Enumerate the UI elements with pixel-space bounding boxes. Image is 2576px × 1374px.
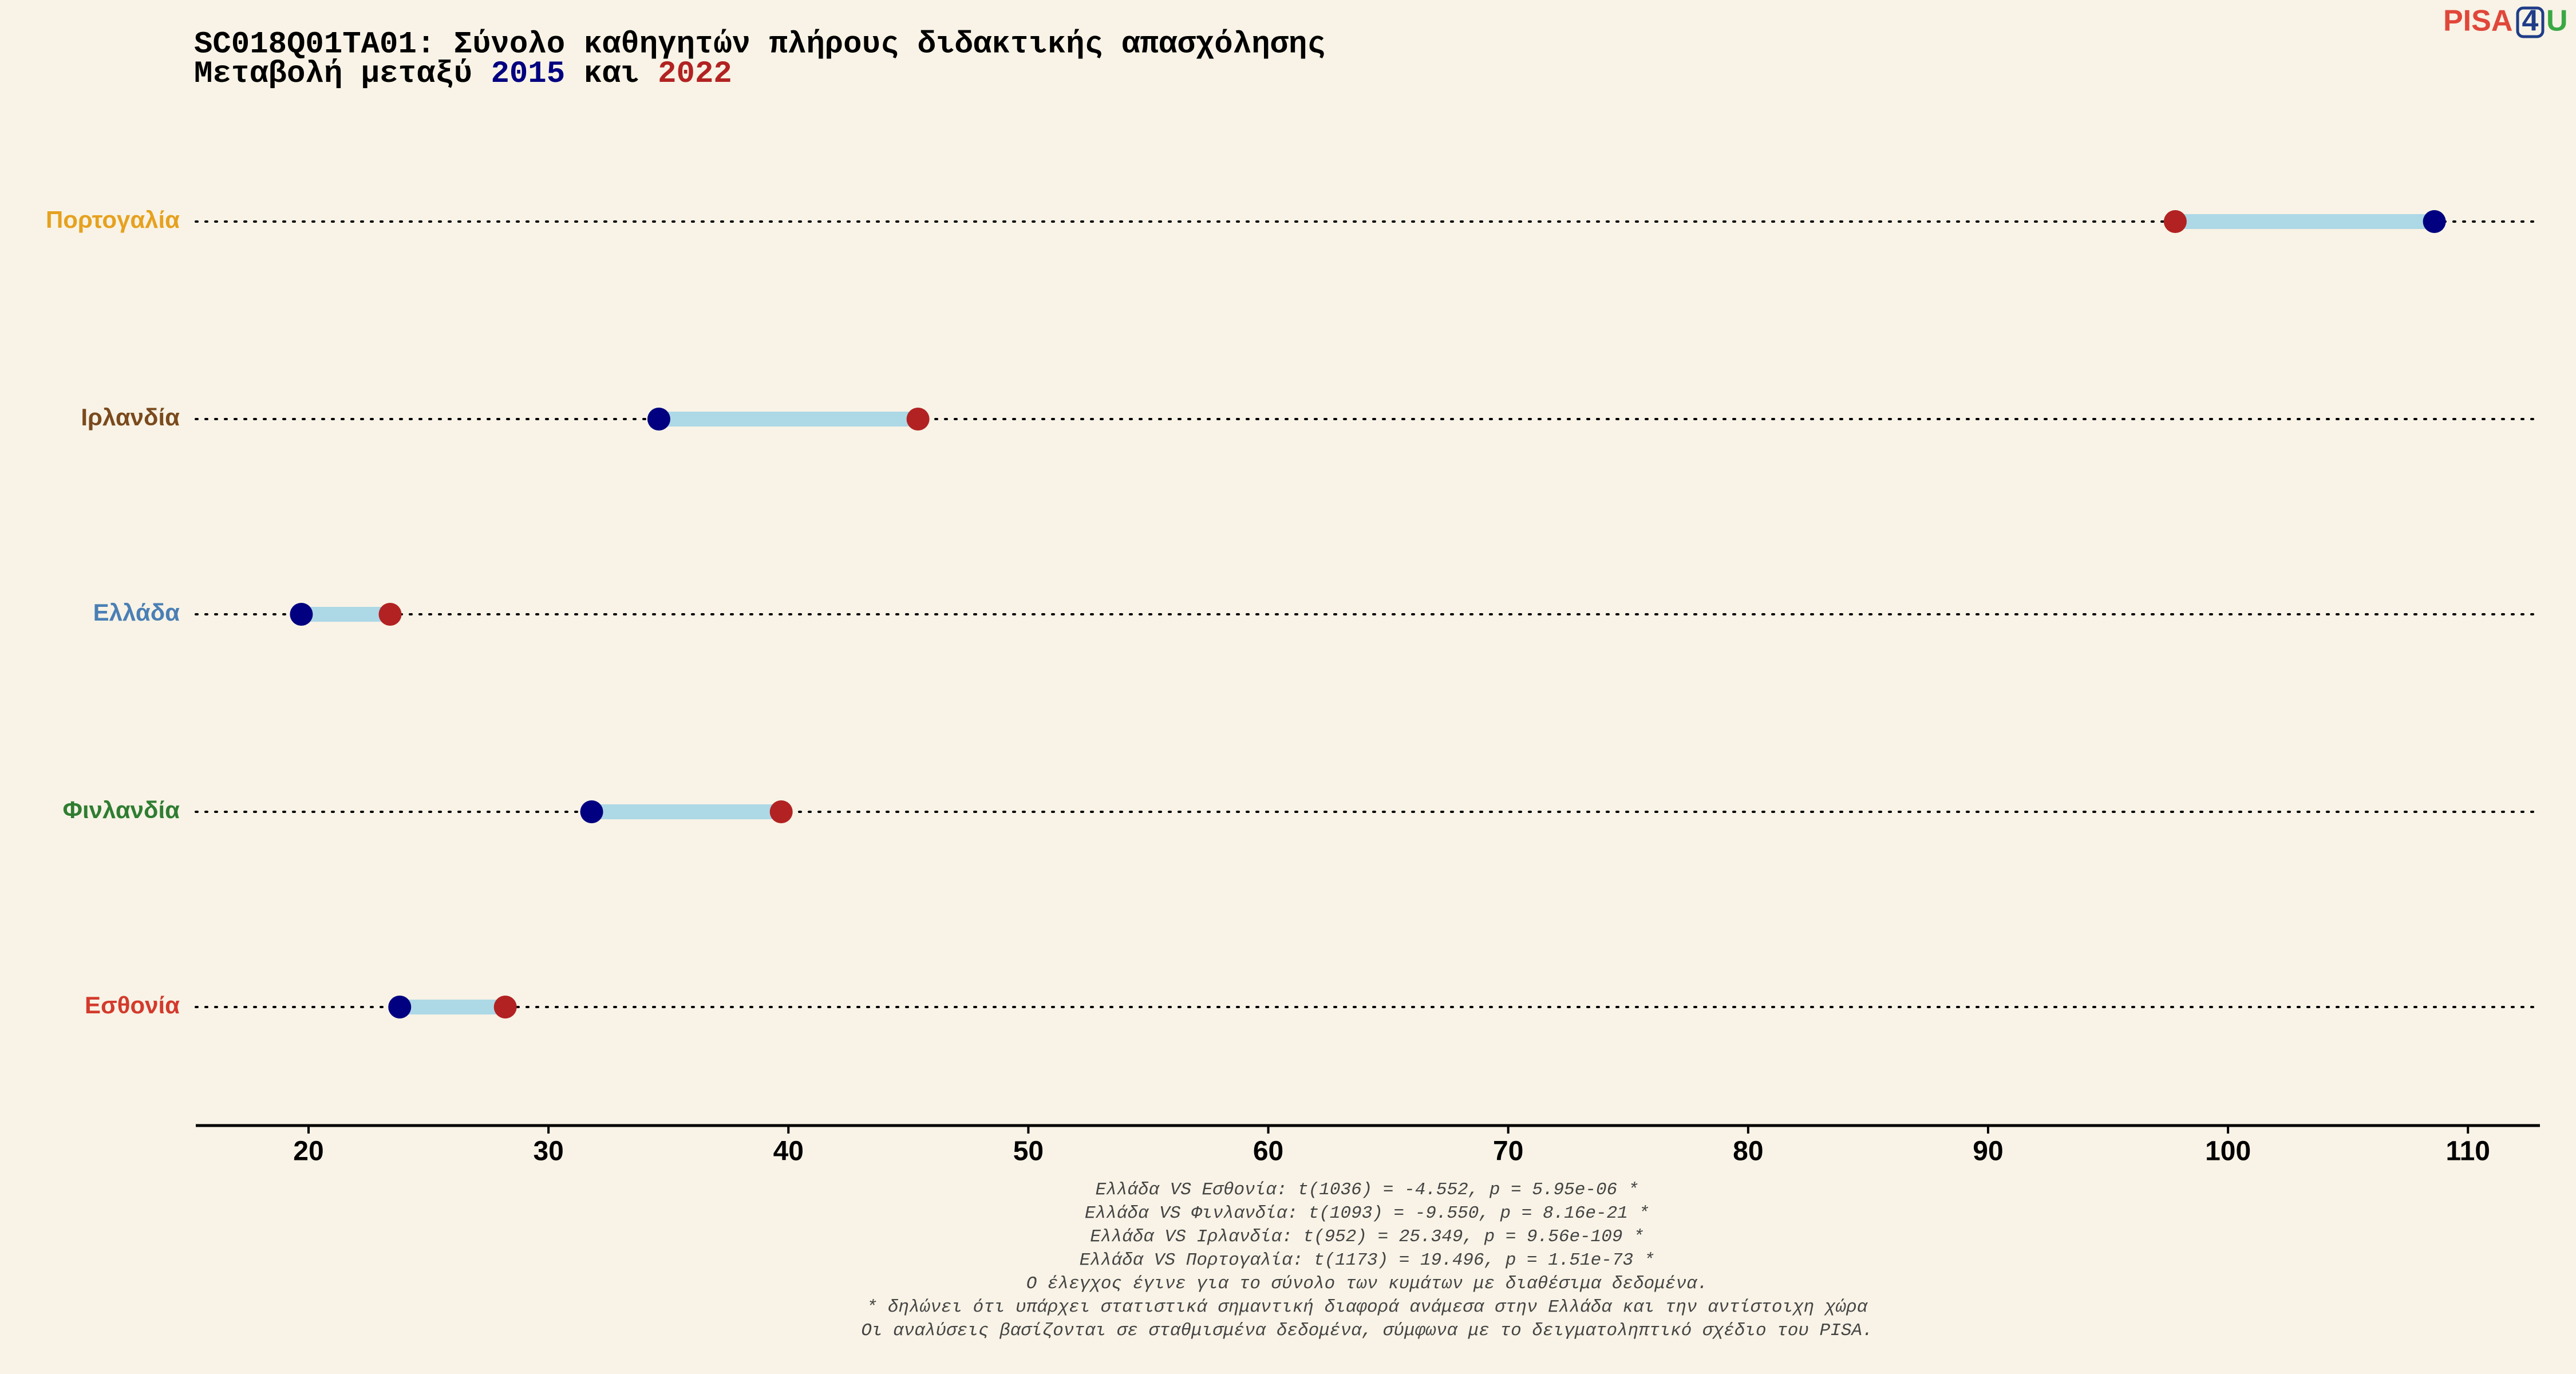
- x-tick-label: 60: [1253, 1136, 1283, 1167]
- y-tick-label: Φινλανδία: [63, 796, 180, 823]
- footnote: Ελλάδα VS Φινλανδία: t(1093) = -9.550, p…: [1085, 1203, 1649, 1223]
- dot: [769, 800, 793, 823]
- x-tick-label: 110: [2446, 1136, 2490, 1167]
- dot: [290, 603, 313, 626]
- legend-entry: 2015: [491, 57, 566, 92]
- subtitle-text: Μεταβολή μεταξύ: [194, 57, 472, 92]
- y-tick-label: Εσθονία: [85, 992, 180, 1018]
- dot: [2423, 210, 2446, 233]
- dot: [647, 408, 670, 431]
- footnote: Ελλάδα VS Εσθονία: t(1036) = -4.552, p =…: [1096, 1180, 1639, 1200]
- dot: [378, 603, 402, 626]
- y-tick-label: Πορτογαλία: [46, 206, 180, 233]
- dot: [906, 408, 930, 431]
- footnote: Ελλάδα VS Ιρλανδία: t(952) = 25.349, p =…: [1090, 1227, 1643, 1247]
- footnote: Ο έλεγχος έγινε για το σύνολο των κυμάτω…: [1026, 1274, 1708, 1294]
- chart-subtitle: Μεταβολή μεταξύ 2015 και 2022: [194, 57, 732, 92]
- logo-text: 4: [2522, 5, 2539, 38]
- logo: PISA 4 U: [2443, 5, 2568, 38]
- y-tick-label: Ελλάδα: [93, 599, 180, 626]
- subtitle-text: και: [584, 57, 639, 92]
- dot: [2163, 210, 2187, 233]
- chart-title: SC018Q01TA01: Σύνολο καθηγητών πλήρους δ…: [194, 27, 1326, 62]
- footnote: Ελλάδα VS Πορτογαλία: t(1173) = 19.496, …: [1080, 1250, 1655, 1270]
- footnote: * δηλώνει ότι υπάρχει στατιστικά σημαντι…: [867, 1297, 1868, 1317]
- footnote: Οι αναλύσεις βασίζονται σε σταθμισμένα δ…: [861, 1321, 1872, 1341]
- x-tick-label: 50: [1013, 1136, 1044, 1167]
- logo-box: [2516, 6, 2545, 38]
- x-tick-label: 90: [1973, 1136, 2003, 1167]
- legend-entry: 2022: [658, 57, 732, 92]
- x-tick-label: 70: [1493, 1136, 1523, 1167]
- dot: [580, 800, 603, 823]
- y-tick-label: Ιρλανδία: [81, 404, 180, 431]
- logo-text: PISA: [2443, 5, 2512, 38]
- x-tick-label: 40: [773, 1136, 804, 1167]
- dot: [388, 996, 412, 1018]
- x-tick-label: 100: [2205, 1136, 2251, 1167]
- dot: [493, 996, 517, 1018]
- logo-text: U: [2546, 5, 2568, 38]
- x-tick-label: 30: [533, 1136, 563, 1167]
- x-tick-label: 20: [293, 1136, 323, 1167]
- x-tick-label: 80: [1733, 1136, 1763, 1167]
